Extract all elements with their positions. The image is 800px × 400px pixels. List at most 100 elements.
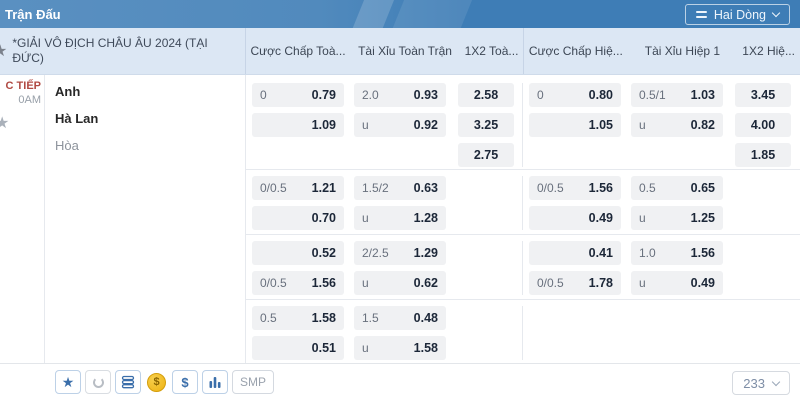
- odds-price: 0.65: [690, 181, 715, 195]
- odds-block-1: 0 0.79 2.0 0.93 2.58 1.09 u 0.92 3.25 2.75 …: [246, 75, 800, 169]
- odds-price: 0.48: [413, 311, 438, 325]
- odds-price: 3.25: [473, 118, 499, 132]
- refresh-icon: [92, 376, 104, 388]
- odds-cell[interactable]: u 1.58: [354, 336, 446, 360]
- stacked-bets-button[interactable]: [115, 370, 141, 394]
- odds-line: 1.5/2: [362, 181, 389, 195]
- odds-cell[interactable]: 1.5 0.48: [354, 306, 446, 330]
- odds-line: 0.5/1: [639, 88, 666, 102]
- market-count: 233: [743, 375, 765, 391]
- odds-block-3: 0.52 2/2.5 1.29 0/0.5 1.56 u 0.62 0.41 1.0 1…: [246, 234, 800, 299]
- match-time-label: 0AM: [18, 94, 41, 106]
- odds-price: 2.58: [473, 88, 499, 102]
- odds-cell[interactable]: 0.49: [529, 206, 621, 230]
- odds-cell[interactable]: 0.5/1 1.03: [631, 83, 723, 107]
- odds-price: 0.63: [413, 181, 438, 195]
- odds-cell[interactable]: u 1.25: [631, 206, 723, 230]
- odds-cell[interactable]: 2.75: [458, 143, 514, 167]
- gold-coin-icon: $: [147, 372, 166, 392]
- market-count-dropdown[interactable]: 233: [732, 371, 790, 395]
- odds-price: 0.51: [311, 341, 336, 355]
- odds-block-4: 0.5 1.58 1.5 0.48 0.51 u 1.58: [246, 299, 800, 364]
- odds-cell[interactable]: u 0.82: [631, 113, 723, 137]
- odds-price: 1.29: [413, 246, 438, 260]
- odds-cell[interactable]: 4.00: [735, 113, 791, 137]
- odds-price: 1.56: [311, 276, 336, 290]
- decorative-stripe: [349, 0, 397, 28]
- refresh-button[interactable]: [85, 370, 111, 394]
- two-lines-icon: [695, 11, 707, 18]
- column-header-fh-handicap: Cược Chấp Hiệ...: [528, 44, 623, 58]
- odds-grid: 0 0.79 2.0 0.93 2.58 1.09 u 0.92 3.25 2.75 …: [246, 75, 800, 363]
- odds-price: 1.25: [690, 211, 715, 225]
- smp-button[interactable]: SMP: [232, 370, 275, 394]
- odds-cell[interactable]: 1.85: [735, 143, 791, 167]
- odds-cell[interactable]: 0/0.5 1.21: [252, 176, 344, 200]
- odds-cell[interactable]: 0.5 1.58: [252, 306, 344, 330]
- odds-cell[interactable]: 0.5 0.65: [631, 176, 723, 200]
- odds-cell[interactable]: u 0.49: [631, 271, 723, 295]
- odds-cell[interactable]: u 0.62: [354, 271, 446, 295]
- odds-cell[interactable]: 0/0.5 1.56: [252, 271, 344, 295]
- odds-cell[interactable]: 0 0.79: [252, 83, 344, 107]
- odds-cell[interactable]: 0/0.5 1.56: [529, 176, 621, 200]
- league-header: ★ *GIẢI VÔ ĐỊCH CHÂU ÂU 2024 (TẠI ĐỨC): [0, 28, 246, 74]
- odds-cell[interactable]: 2/2.5 1.29: [354, 241, 446, 265]
- odds-line: u: [639, 276, 646, 290]
- odds-cell[interactable]: 1.0 1.56: [631, 241, 723, 265]
- fh-odds-half: 0.41 1.0 1.56 0/0.5 1.78 u 0.49: [523, 241, 800, 295]
- odds-line: 0/0.5: [537, 276, 564, 290]
- odds-price: 1.56: [690, 246, 715, 260]
- odds-price: 1.58: [311, 311, 336, 325]
- odds-cell[interactable]: 2.58: [458, 83, 514, 107]
- ft-odds-half: 0/0.5 1.21 1.5/2 0.63 0.70 u 1.28: [246, 176, 523, 230]
- odds-price: 0.92: [413, 118, 438, 132]
- ft-odds-half: 0 0.79 2.0 0.93 2.58 1.09 u 0.92 3.25 2.75: [246, 83, 523, 167]
- odds-cell[interactable]: 1.5/2 0.63: [354, 176, 446, 200]
- odds-cell[interactable]: 0/0.5 1.78: [529, 271, 621, 295]
- odds-price: 0.52: [311, 246, 336, 260]
- odds-price: 1.58: [413, 341, 438, 355]
- odds-cell[interactable]: u 1.28: [354, 206, 446, 230]
- odds-line: 0.5: [639, 181, 656, 195]
- odds-line: 0/0.5: [260, 181, 287, 195]
- league-title: *GIẢI VÔ ĐỊCH CHÂU ÂU 2024 (TẠI ĐỨC): [12, 36, 208, 65]
- odds-price: 0.49: [690, 276, 715, 290]
- odds-type-button[interactable]: $: [172, 370, 198, 394]
- odds-cell[interactable]: 0.70: [252, 206, 344, 230]
- odds-price: 1.05: [588, 118, 613, 132]
- odds-price: 0.49: [588, 211, 613, 225]
- odds-cell[interactable]: 3.45: [735, 83, 791, 107]
- two-line-view-button[interactable]: Hai Dòng: [684, 4, 790, 25]
- odds-cell[interactable]: u 0.92: [354, 113, 446, 137]
- odds-price: 0.70: [311, 211, 336, 225]
- odds-cell[interactable]: 1.09: [252, 113, 344, 137]
- league-star-icon[interactable]: ★: [0, 41, 7, 61]
- odds-price: 0.93: [413, 88, 438, 102]
- odds-cell[interactable]: 0.41: [529, 241, 621, 265]
- favorite-star-icon[interactable]: ★: [0, 113, 41, 133]
- dollar-icon: $: [181, 374, 189, 390]
- odds-cell[interactable]: 1.05: [529, 113, 621, 137]
- odds-price: 1.85: [750, 148, 776, 162]
- cash-bonus-button[interactable]: $: [145, 370, 168, 394]
- match-toolbar: ★ $ $ SMP 233: [0, 363, 800, 400]
- odds-cell[interactable]: 0 0.80: [529, 83, 621, 107]
- favorite-filter-button[interactable]: ★: [55, 370, 81, 394]
- star-icon: ★: [61, 374, 75, 390]
- fh-odds-half: 0/0.5 1.56 0.5 0.65 0.49 u 1.25: [523, 176, 800, 230]
- odds-line: 2.0: [362, 88, 379, 102]
- stats-button[interactable]: [202, 370, 228, 394]
- odds-cell[interactable]: 0.51: [252, 336, 344, 360]
- odds-line: 0: [537, 88, 544, 102]
- fh-odds-half: 0 0.80 0.5/1 1.03 3.45 1.05 u 0.82 4.00 1.8…: [523, 83, 800, 167]
- odds-line: u: [362, 118, 369, 132]
- stacked-bets-icon: [121, 375, 135, 389]
- page-title: Trận Đấu: [5, 6, 61, 22]
- odds-cell[interactable]: 0.52: [252, 241, 344, 265]
- odds-cell[interactable]: 2.0 0.93: [354, 83, 446, 107]
- odds-cell[interactable]: 3.25: [458, 113, 514, 137]
- column-header-fh-1x2: 1X2 Hiệ...: [742, 44, 795, 58]
- live-status-label: C TIẾP: [5, 80, 41, 92]
- odds-line: u: [362, 211, 369, 225]
